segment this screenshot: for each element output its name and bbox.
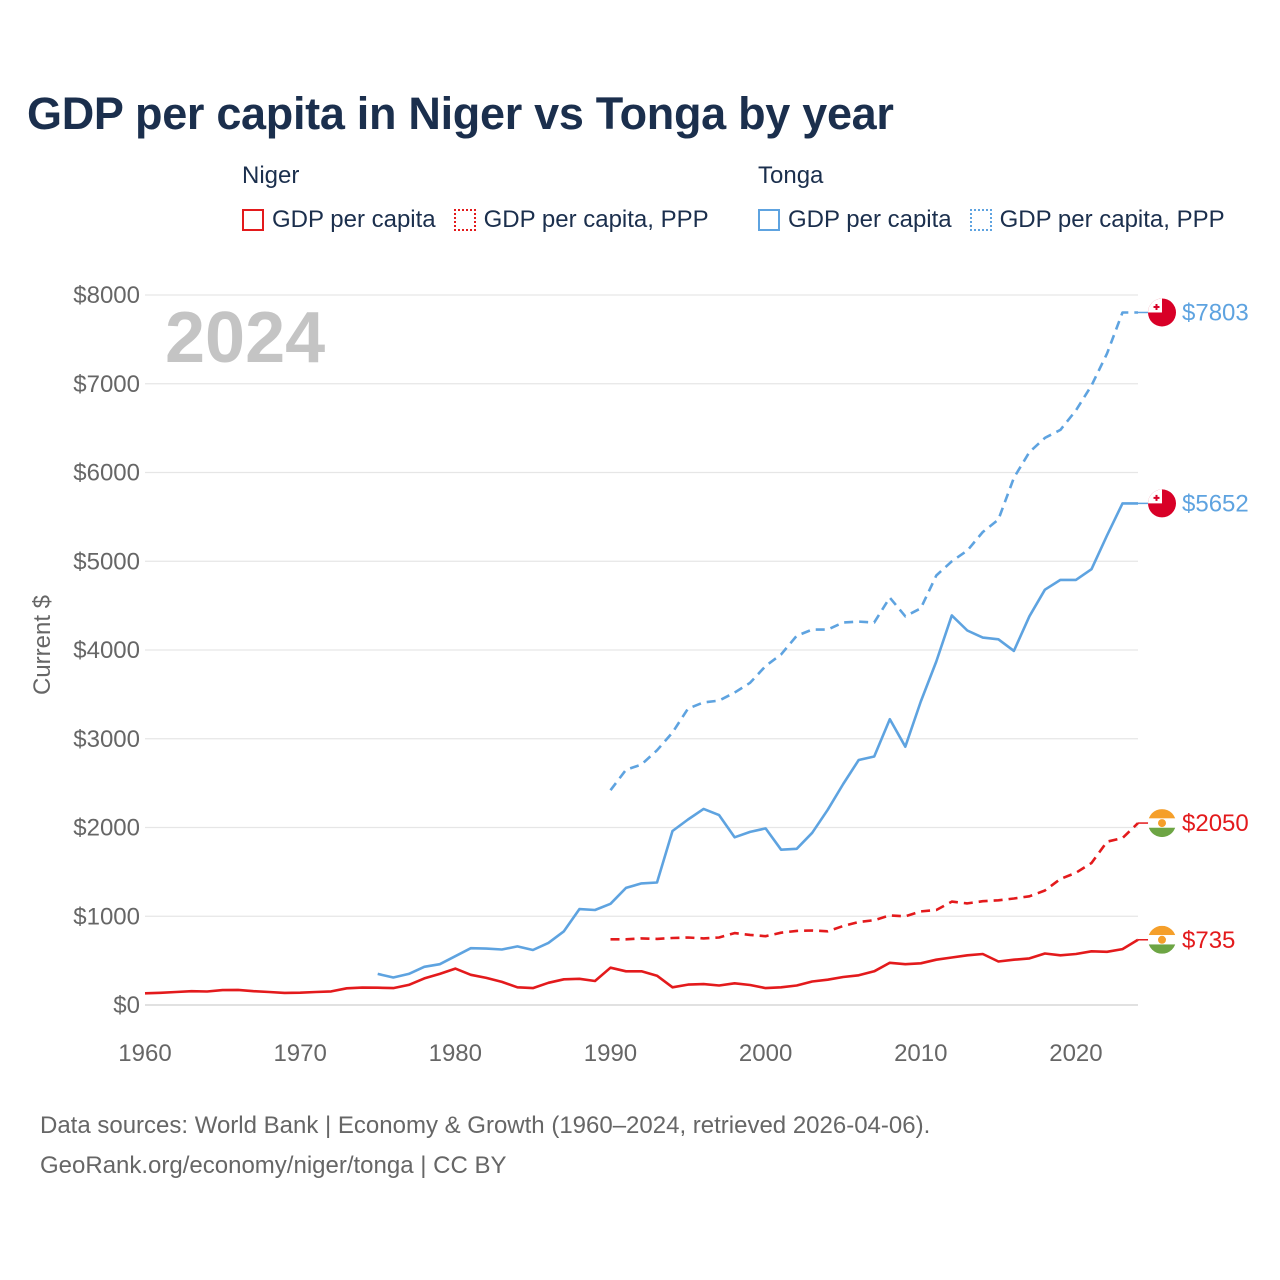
x-tick-label: 1990 (584, 1040, 637, 1067)
legend-tonga-name: Tonga (758, 162, 824, 189)
y-tick-label: $0 (113, 992, 140, 1019)
legend-swatch-solid (758, 209, 780, 231)
legend-label: GDP per capita, PPP (999, 206, 1225, 233)
end-value-label: $7803 (1182, 299, 1249, 326)
y-axis-label: Current $ (29, 595, 56, 695)
series-line-tonga_gdp[interactable] (377, 502, 1138, 979)
axes: $0 $1000 $2000 $3000 $4000 $5000 $6000 $7000 $80… (73, 282, 1102, 1067)
y-tick-label: $6000 (73, 460, 140, 487)
niger-flag-icon (1148, 925, 1176, 954)
y-tick-label: $7000 (73, 371, 140, 398)
legend-label: GDP per capita (272, 206, 436, 233)
series-lines (144, 311, 1139, 995)
footer-sources: Data sources: World Bank | Economy & Gro… (40, 1112, 931, 1139)
y-tick-label: $8000 (73, 282, 140, 309)
x-tick-label: 1970 (273, 1040, 326, 1067)
x-tick-label: 2000 (739, 1040, 792, 1067)
legend-swatch-dotted (453, 209, 476, 231)
y-tick-label: $2000 (73, 815, 140, 842)
legend-swatch-solid (242, 209, 264, 231)
tonga-flag-icon (1148, 489, 1176, 518)
y-tick-label: $5000 (73, 548, 140, 575)
end-value-label: $2050 (1182, 810, 1249, 837)
series-line-niger_ppp[interactable] (610, 822, 1139, 941)
footer: Data sources: World Bank | Economy & Gro… (40, 1106, 930, 1186)
x-tick-label: 1980 (429, 1040, 482, 1067)
series-line-tonga_ppp[interactable] (609, 311, 1139, 791)
legend-niger: Niger GDP per capita GDP per capita, PPP (242, 162, 727, 234)
grid (145, 294, 1138, 1006)
legend-niger-ppp[interactable]: GDP per capita, PPP (453, 206, 709, 234)
y-tick-label: $4000 (73, 637, 140, 664)
legend-niger-gdp[interactable]: GDP per capita (242, 206, 436, 234)
footer-link[interactable]: GeoRank.org/economy/niger/tonga | CC BY (40, 1152, 507, 1179)
legend-niger-name: Niger (242, 162, 300, 189)
end-value-label: $5652 (1182, 490, 1249, 517)
legend-label: GDP per capita, PPP (483, 206, 709, 233)
end-value-label: $735 (1182, 927, 1235, 954)
y-tick-label: $3000 (73, 726, 140, 753)
legend-tonga-ppp[interactable]: GDP per capita, PPP (969, 206, 1225, 234)
line-chart: 2024 $0 $1000 $2000 $3000 $4000 $5000 $6000 $70… (29, 282, 1249, 1067)
legend-tonga-gdp[interactable]: GDP per capita (758, 206, 952, 234)
chart-title: GDP per capita in Niger vs Tonga by year (27, 88, 894, 139)
x-tick-label: 2020 (1049, 1040, 1102, 1067)
x-tick-label: 2010 (894, 1040, 947, 1067)
legend-tonga: Tonga GDP per capita GDP per capita, PPP (758, 162, 1243, 234)
tonga-flag-icon (1148, 298, 1176, 327)
y-tick-label: $1000 (73, 903, 140, 930)
year-watermark: 2024 (165, 298, 325, 378)
legend-label: GDP per capita (788, 206, 952, 233)
series-line-niger_gdp[interactable] (144, 938, 1139, 995)
legend-swatch-dotted (969, 209, 992, 231)
end-markers: $735 $2050 $5652 $7803 (1138, 298, 1249, 954)
x-tick-label: 1960 (118, 1040, 171, 1067)
niger-flag-icon (1148, 809, 1176, 838)
